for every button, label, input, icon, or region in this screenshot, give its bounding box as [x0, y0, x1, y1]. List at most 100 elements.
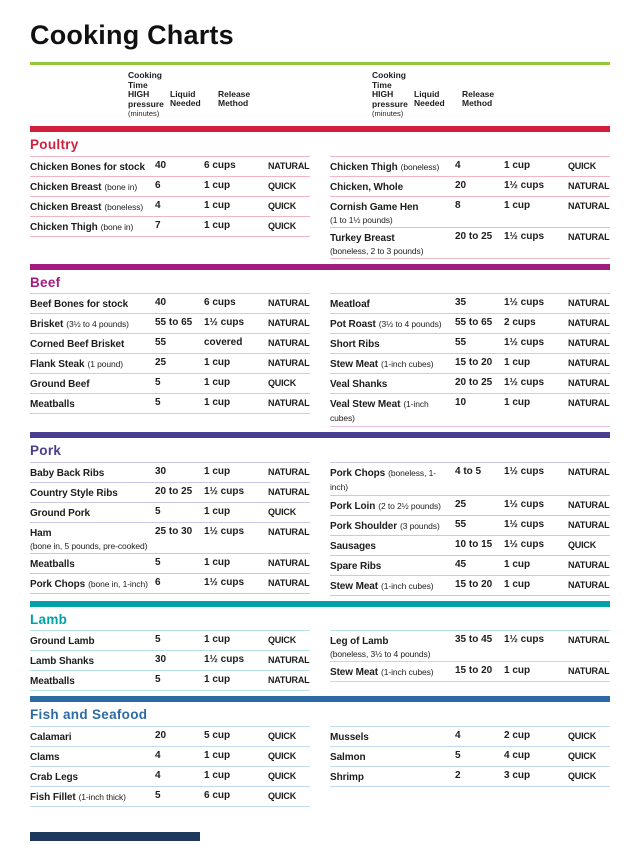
release-cell: NATURAL [568, 666, 610, 676]
item-note: (bone in, 5 pounds, pre-cooked) [30, 540, 148, 551]
item-note: (1-inch thick) [78, 791, 126, 802]
item-cell: Brisket (3½ to 4 pounds) [30, 317, 155, 331]
item-cell: Salmon [330, 750, 455, 764]
liquid-cell: 1½ cups [204, 317, 245, 328]
item-name: Veal Shanks [330, 379, 388, 390]
item-cell: Sausages [330, 539, 455, 553]
release-cell: NATURAL [568, 635, 610, 645]
item-cell: Fish Fillet (1-inch thick) [30, 790, 155, 804]
table-row: Corned Beef Brisket 55 covered NATURAL [30, 334, 310, 354]
time-cell: 55 to 65 [455, 317, 493, 328]
item-cell: Shrimp [330, 770, 455, 784]
item-name: Pork Loin [330, 500, 376, 512]
item-cell: Turkey Breast (boneless, 2 to 3 pounds) [330, 231, 455, 256]
table-row: Leg of Lamb (boneless, 3½ to 4 pounds) 35 … [330, 631, 610, 662]
table-row: Turkey Breast (boneless, 2 to 3 pounds) 20… [330, 228, 610, 259]
section-label-lamb: Lamb [30, 611, 68, 627]
liquid-cell: 1½ cups [204, 576, 245, 588]
table-row: Mussels 4 2 cup QUICK [330, 727, 610, 747]
time-cell: 4 to 5 [455, 465, 482, 477]
item-cell: Chicken, Whole [330, 180, 455, 194]
release-cell: QUICK [268, 220, 296, 231]
section-bar-pork [30, 432, 610, 438]
liquid-cell: 1 cup [204, 199, 231, 211]
lamb-right-table: Leg of Lamb (boneless, 3½ to 4 pounds) 35 … [330, 630, 610, 682]
table-row: Meatloaf 35 1½ cups NATURAL [330, 294, 610, 314]
release-cell: NATURAL [568, 200, 610, 211]
item-name: Shrimp [330, 771, 364, 783]
table-row: Sausages 10 to 15 1½ cups QUICK [330, 536, 610, 556]
release-cell: NATURAL [268, 557, 310, 568]
item-cell: Chicken Breast (bone in) [30, 180, 155, 194]
time-cell: 4 [455, 159, 461, 171]
item-cell: Pork Chops (boneless, 1-inch) [330, 466, 455, 493]
beef-left-table: Beef Bones for stock 40 6 cups NATURAL Brisk… [30, 293, 310, 414]
liquid-cell: 1 cup [504, 357, 531, 368]
release-cell: NATURAL [568, 466, 610, 477]
time-cell: 10 to 15 [455, 538, 493, 550]
liquid-cell: 6 cups [204, 159, 236, 171]
table-row: Pot Roast (3½ to 4 pounds) 55 to 65 2 cups N… [330, 314, 610, 334]
item-name: Ham [30, 527, 52, 539]
item-cell: Clams [30, 750, 155, 764]
table-row: Chicken Bones for stock 40 6 cups NATURAL [30, 157, 310, 177]
beef-right-table: Meatloaf 35 1½ cups NATURAL Pot Roast (3½ to … [330, 293, 610, 427]
release-cell: NATURAL [568, 231, 610, 242]
table-row: Brisket (3½ to 4 pounds) 55 to 65 1½ cups NA… [30, 314, 310, 334]
table-row: Crab Legs 4 1 cup QUICK [30, 767, 310, 787]
time-cell: 4 [155, 769, 161, 781]
item-name: Stew Meat [330, 580, 379, 592]
release-cell: NATURAL [268, 577, 310, 588]
section-bar-poultry [30, 126, 610, 132]
item-name: Veal Stew Meat [330, 399, 401, 410]
release-cell: NATURAL [568, 519, 610, 530]
page-title: Cooking Charts [30, 20, 234, 50]
liquid-cell: 1½ cups [504, 518, 545, 530]
item-cell: Beef Bones for stock [30, 297, 155, 311]
time-cell: 30 [155, 465, 167, 477]
liquid-cell: 1 cup [204, 634, 231, 645]
release-cell: NATURAL [568, 579, 610, 590]
item-note: (boneless) [104, 201, 144, 212]
item-name: Pot Roast [330, 319, 376, 330]
pork-left-table: Baby Back Ribs 30 1 cup NATURAL Country Styl… [30, 461, 310, 594]
item-name: Cornish Game Hen [330, 201, 419, 213]
time-cell: 5 [155, 505, 161, 517]
item-cell: Lamb Shanks [30, 654, 155, 668]
item-name: Ground Lamb [30, 636, 95, 647]
time-cell: 25 to 30 [155, 525, 193, 537]
liquid-cell: 1 cup [204, 505, 231, 517]
item-cell: Pork Loin (2 to 2½ pounds) [330, 499, 455, 513]
table-row: Salmon 5 4 cup QUICK [330, 747, 610, 767]
liquid-cell: 1 cup [204, 397, 231, 408]
release-cell: NATURAL [568, 378, 610, 388]
item-note: (1-inch cubes) [330, 399, 429, 423]
release-cell: NATURAL [268, 318, 310, 328]
release-cell: QUICK [568, 160, 596, 171]
time-cell: 30 [155, 654, 167, 665]
release-cell: NATURAL [568, 499, 610, 510]
item-note: (2 to 2½ pounds) [378, 500, 441, 511]
table-row: Veal Stew Meat (1-inch cubes) 10 1 cup NATUR… [330, 394, 610, 427]
time-cell: 15 to 20 [455, 578, 493, 590]
table-row: Lamb Shanks 30 1½ cups NATURAL [30, 651, 310, 671]
table-row: Ground Pork 5 1 cup QUICK [30, 503, 310, 523]
time-cell: 15 to 20 [455, 357, 493, 368]
time-cell: 4 [155, 199, 161, 211]
chart-sections: Poultry Chicken Bones for stock 40 6 cups NA… [30, 126, 610, 807]
release-cell: NATURAL [268, 675, 310, 685]
item-cell: Ham (bone in, 5 pounds, pre-cooked) [30, 526, 155, 551]
table-row: Pork Loin (2 to 2½ pounds) 25 1½ cups NATURA… [330, 496, 610, 516]
item-name: Clams [30, 751, 60, 763]
poultry-left-table: Chicken Bones for stock 40 6 cups NATURAL Ch… [30, 155, 310, 237]
release-cell: QUICK [568, 730, 596, 741]
time-cell: 20 to 25 [455, 230, 493, 242]
time-cell: 55 [455, 518, 467, 530]
time-cell: 4 [155, 749, 161, 761]
release-cell: NATURAL [268, 526, 310, 537]
release-cell: QUICK [268, 750, 296, 761]
item-cell: Ground Beef [30, 377, 155, 391]
release-cell: QUICK [268, 506, 296, 517]
item-cell: Baby Back Ribs [30, 466, 155, 480]
item-name: Pork Chops [30, 578, 86, 590]
